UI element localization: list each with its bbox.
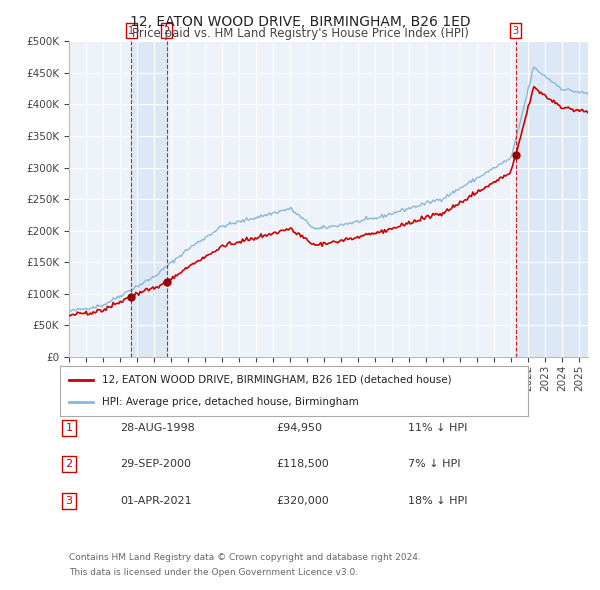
Text: 3: 3 — [512, 26, 519, 36]
Text: Contains HM Land Registry data © Crown copyright and database right 2024.: Contains HM Land Registry data © Crown c… — [69, 553, 421, 562]
Bar — [131, 41, 167, 357]
Text: 12, EATON WOOD DRIVE, BIRMINGHAM, B26 1ED (detached house): 12, EATON WOOD DRIVE, BIRMINGHAM, B26 1E… — [102, 375, 452, 385]
Text: HPI: Average price, detached house, Birmingham: HPI: Average price, detached house, Birm… — [102, 397, 359, 407]
Text: Price paid vs. HM Land Registry's House Price Index (HPI): Price paid vs. HM Land Registry's House … — [131, 27, 469, 40]
Text: £320,000: £320,000 — [276, 496, 329, 506]
Text: £118,500: £118,500 — [276, 460, 329, 469]
Text: 2: 2 — [65, 460, 73, 469]
Text: £94,950: £94,950 — [276, 423, 322, 432]
Text: 2: 2 — [164, 26, 170, 36]
Text: 12, EATON WOOD DRIVE, BIRMINGHAM, B26 1ED: 12, EATON WOOD DRIVE, BIRMINGHAM, B26 1E… — [130, 15, 470, 29]
Text: 29-SEP-2000: 29-SEP-2000 — [120, 460, 191, 469]
Text: 1: 1 — [128, 26, 134, 36]
Text: 3: 3 — [65, 496, 73, 506]
Text: 01-APR-2021: 01-APR-2021 — [120, 496, 191, 506]
Bar — [515, 41, 588, 357]
Text: 1: 1 — [65, 423, 73, 432]
Text: 7% ↓ HPI: 7% ↓ HPI — [408, 460, 461, 469]
Text: 11% ↓ HPI: 11% ↓ HPI — [408, 423, 467, 432]
Text: This data is licensed under the Open Government Licence v3.0.: This data is licensed under the Open Gov… — [69, 568, 358, 577]
Text: 18% ↓ HPI: 18% ↓ HPI — [408, 496, 467, 506]
Text: 28-AUG-1998: 28-AUG-1998 — [120, 423, 195, 432]
